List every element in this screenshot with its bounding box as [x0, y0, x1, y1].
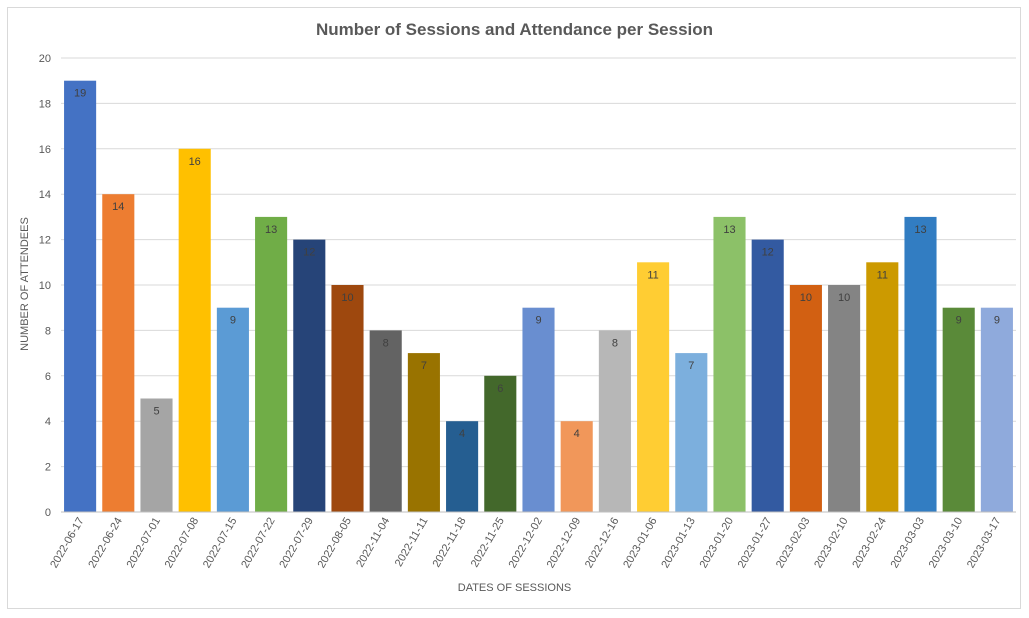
bar	[713, 216, 746, 512]
data-label: 10	[800, 292, 812, 304]
data-label: 7	[421, 360, 427, 372]
data-label: 9	[994, 315, 1000, 327]
bar	[637, 262, 670, 512]
x-tick-label: 2022-07-08	[163, 516, 202, 571]
data-label: 10	[838, 292, 850, 304]
bar	[560, 421, 593, 512]
bar	[64, 80, 97, 512]
data-label: 8	[612, 337, 618, 349]
bar	[216, 307, 249, 512]
data-label: 19	[74, 88, 86, 100]
bar	[407, 353, 440, 512]
x-tick-label: 2022-07-29	[277, 516, 316, 571]
data-label: 9	[956, 315, 962, 327]
x-tick-label: 2022-12-09	[545, 516, 584, 571]
chart-title: Number of Sessions and Attendance per Se…	[315, 20, 714, 39]
bar	[942, 307, 975, 512]
y-tick-label: 16	[39, 144, 51, 156]
bar	[484, 375, 517, 512]
bar	[178, 148, 211, 513]
data-label: 9	[230, 315, 236, 327]
y-tick-label: 10	[39, 280, 51, 292]
y-tick-label: 12	[39, 235, 51, 247]
x-tick-label: 2022-06-17	[48, 516, 87, 571]
y-tick-label: 0	[45, 507, 51, 519]
data-label: 6	[497, 383, 503, 395]
bar	[140, 398, 173, 512]
data-label: 16	[189, 156, 201, 168]
x-tick-label: 2023-01-13	[659, 516, 698, 571]
y-tick-label: 20	[39, 53, 51, 65]
bar	[293, 239, 326, 512]
x-tick-label: 2022-12-16	[583, 516, 622, 571]
data-label: 13	[723, 224, 735, 236]
x-tick-label: 2022-07-01	[125, 516, 164, 571]
data-label: 10	[341, 292, 353, 304]
data-label: 14	[112, 201, 124, 213]
bar	[331, 285, 364, 512]
x-tick-label: 2022-11-25	[469, 516, 507, 570]
data-label: 8	[383, 337, 389, 349]
bar	[789, 285, 822, 512]
x-tick-label: 2022-11-11	[393, 516, 431, 569]
bar	[446, 421, 479, 512]
x-tick-label: 2022-12-02	[507, 516, 546, 571]
x-tick-label: 2023-02-10	[812, 516, 851, 571]
y-tick-label: 18	[39, 98, 51, 110]
x-tick-label: 2023-03-17	[965, 516, 1004, 571]
bar	[255, 216, 288, 512]
bar	[751, 239, 784, 512]
bar	[675, 353, 708, 512]
data-label: 5	[153, 406, 159, 418]
bar	[866, 262, 899, 512]
x-axis-label: DATES OF SESSIONS	[457, 582, 572, 594]
bar	[598, 330, 631, 512]
bar	[369, 330, 402, 512]
x-tick-label: 2022-07-22	[239, 516, 278, 571]
data-label: 12	[762, 247, 774, 259]
x-tick-label: 2023-03-03	[889, 516, 928, 571]
x-tick-label: 2023-02-24	[850, 516, 889, 571]
data-label: 13	[914, 224, 926, 236]
x-tick-label: 2022-08-05	[316, 516, 355, 571]
x-tick-label: 2022-11-18	[431, 516, 469, 570]
data-label: 4	[459, 428, 465, 440]
x-tick-label: 2023-01-06	[621, 516, 660, 571]
bar	[904, 216, 937, 512]
data-label: 9	[535, 315, 541, 327]
bar	[980, 307, 1013, 512]
x-tick-label: 2022-11-04	[354, 516, 392, 570]
x-tick-label: 2023-03-10	[927, 516, 966, 571]
data-label: 13	[265, 224, 277, 236]
x-tick-label: 2023-01-27	[736, 516, 775, 571]
data-label: 11	[647, 269, 658, 281]
data-label: 11	[877, 269, 888, 281]
data-label: 4	[574, 428, 580, 440]
bar	[522, 307, 555, 512]
y-tick-label: 2	[45, 462, 51, 474]
data-label: 12	[303, 247, 315, 259]
x-tick-label: 2023-02-03	[774, 516, 813, 571]
y-tick-label: 4	[45, 416, 51, 428]
x-tick-label: 2022-06-24	[86, 516, 125, 571]
y-tick-label: 8	[45, 325, 51, 337]
x-tick-label: 2023-01-20	[698, 516, 737, 571]
data-label: 7	[688, 360, 694, 372]
x-tick-label: 2022-07-15	[201, 516, 240, 571]
y-tick-label: 6	[45, 371, 51, 383]
y-tick-label: 14	[39, 189, 51, 201]
bar	[828, 285, 861, 512]
bar	[102, 194, 135, 512]
